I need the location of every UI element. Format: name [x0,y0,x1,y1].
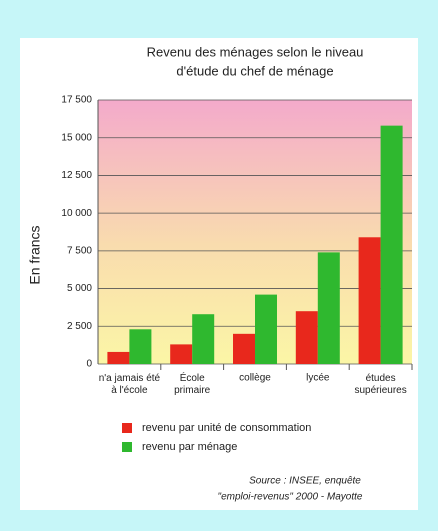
y-tick-label: 10 000 [61,208,92,219]
x-tick-label: n'a jamais été à l'école [99,373,161,396]
legend-label: revenu par unité de consommation [142,422,311,434]
source: "emploi-revenus" 2000 - Mayotte [218,492,363,503]
y-tick-label: 2 500 [67,321,92,332]
bar [170,344,193,364]
y-tick-label: 15 000 [61,132,92,143]
x-tick-label: collège [239,373,271,384]
y-tick-label: 12 500 [61,170,92,181]
bar [107,351,130,364]
y-tick-label: 17 500 [61,95,92,106]
bar [255,294,277,364]
source: Source : INSEE, enquête [249,476,361,487]
x-tick-label: études supérieures [354,373,406,396]
bar [358,237,381,364]
y-tick-label: 7 500 [67,245,92,256]
legend-label: revenu par ménage [142,441,237,453]
y-tick-label: 0 [86,359,92,370]
bar [192,314,215,364]
chart-title: Revenu des ménages selon le niveau [147,44,364,59]
legend-swatch [122,423,132,433]
bar [317,252,340,364]
y-tick-label: 5 000 [67,283,92,294]
x-tick-label: École primaire [174,371,211,396]
bar [233,333,255,364]
chart-title: d'étude du chef de ménage [176,63,333,78]
bar [295,311,318,364]
legend-swatch [122,442,132,452]
x-tick-label: lycée [306,373,330,384]
y-axis-label: En francs [27,225,43,284]
bar [129,329,152,364]
bar [380,125,403,364]
